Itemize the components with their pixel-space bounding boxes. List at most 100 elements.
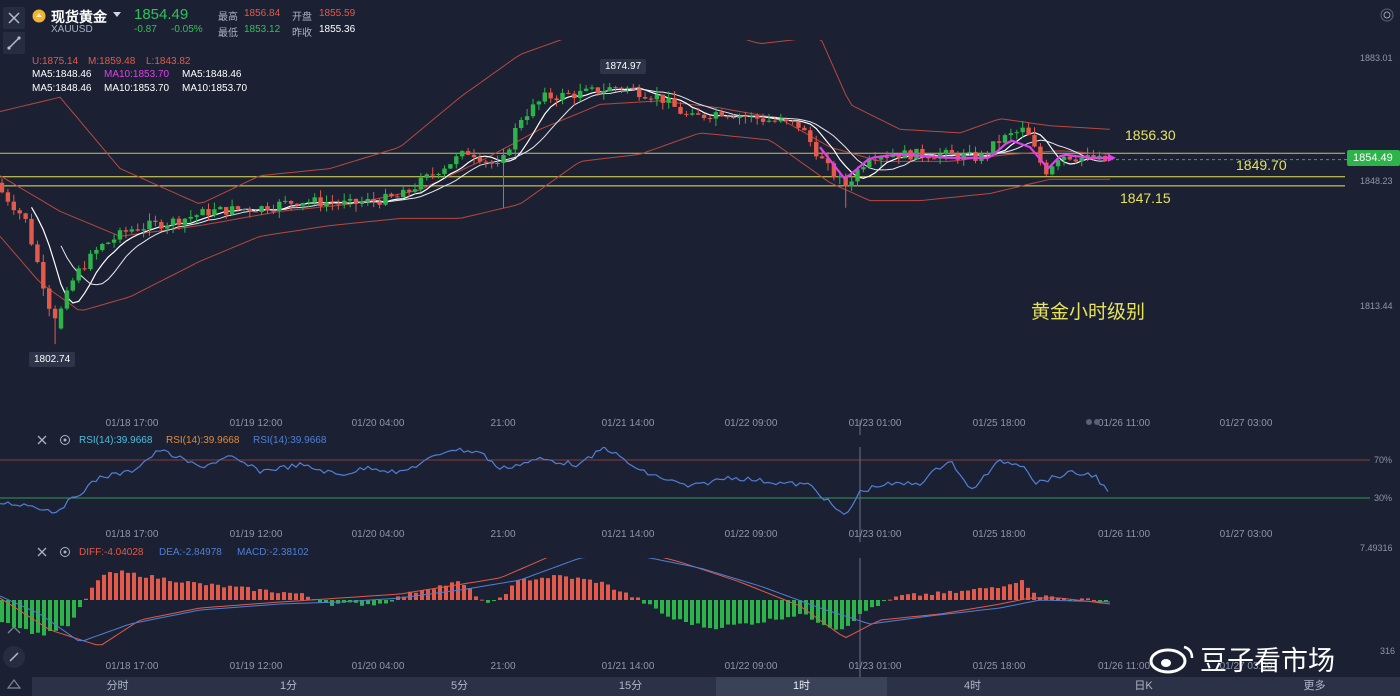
macd-histogram-bar bbox=[78, 600, 82, 608]
settings-icon[interactable] bbox=[1380, 8, 1394, 22]
candle-body bbox=[265, 206, 270, 211]
macd-histogram-bar bbox=[882, 600, 886, 601]
macd-histogram-bar bbox=[654, 600, 658, 609]
candle-body bbox=[294, 203, 300, 206]
macd-histogram-bar bbox=[84, 598, 88, 600]
macd-histogram-bar bbox=[462, 584, 466, 600]
tab-5min[interactable]: 5分 bbox=[450, 680, 469, 692]
macd-histogram-bar bbox=[852, 600, 856, 621]
close-icon[interactable] bbox=[36, 546, 48, 558]
close-icon[interactable] bbox=[36, 434, 48, 446]
open-value: 1855.59 bbox=[319, 8, 356, 19]
tab-15min[interactable]: 15分 bbox=[618, 680, 643, 692]
candle-body bbox=[619, 87, 624, 89]
macd-histogram-bar bbox=[678, 600, 682, 620]
time-axis-label: 01/20 04:00 bbox=[352, 418, 405, 429]
candle-body bbox=[141, 229, 146, 231]
macd-histogram-bar bbox=[666, 600, 670, 617]
macd-histogram-bar bbox=[720, 600, 724, 628]
candle-body bbox=[560, 92, 565, 101]
candle-body bbox=[701, 114, 707, 119]
scroll-dot bbox=[1086, 419, 1092, 425]
chart-annotation-title: 黄金小时级别 bbox=[1031, 302, 1146, 323]
settings-icon[interactable] bbox=[59, 546, 71, 558]
candle-body bbox=[819, 156, 825, 159]
candle-body bbox=[1073, 159, 1078, 162]
symbol-name[interactable]: 现货黄金 bbox=[51, 9, 107, 25]
candle-body bbox=[483, 161, 488, 163]
candle-body bbox=[106, 242, 111, 244]
macd-axis-top: 7.49316 bbox=[1360, 543, 1393, 553]
candle-body bbox=[229, 206, 235, 215]
candle-body bbox=[389, 193, 394, 197]
candle-body bbox=[224, 207, 229, 215]
macd-histogram-bar bbox=[264, 589, 268, 600]
tab-daily[interactable]: 日K bbox=[1134, 680, 1153, 692]
tool-button-lower-2[interactable] bbox=[3, 646, 25, 668]
candle-body bbox=[985, 153, 990, 155]
macd-histogram-bar bbox=[696, 600, 700, 624]
candle-body bbox=[613, 87, 618, 89]
close-chart-button[interactable] bbox=[3, 7, 25, 29]
boll-upper: U:1875.14 bbox=[32, 56, 79, 67]
time-axis-label: 01/18 17:00 bbox=[106, 529, 159, 540]
candle-body bbox=[778, 119, 783, 122]
ma5-label-2: MA5:1848.46 bbox=[32, 83, 92, 94]
candle-body bbox=[784, 119, 789, 121]
macd-histogram-bar bbox=[768, 600, 772, 619]
rsi-label-3: RSI(14):39.9668 bbox=[253, 435, 327, 446]
macd-histogram-bar bbox=[930, 594, 934, 600]
tool-button-lower-3[interactable] bbox=[3, 672, 25, 694]
candle-body bbox=[188, 216, 193, 219]
macd-chart[interactable]: 01/18 17:00 01/19 12:00 01/20 04:00 21:00 01… bbox=[0, 558, 1400, 677]
macd-histogram-bar bbox=[960, 590, 964, 600]
macd-histogram-bar bbox=[528, 580, 532, 600]
draw-tool-button[interactable] bbox=[3, 32, 25, 54]
macd-histogram-bar bbox=[210, 583, 214, 600]
watermark: 豆子看市场 bbox=[1146, 641, 1335, 676]
tab-4hour[interactable]: 4时 bbox=[963, 680, 982, 692]
candle-body bbox=[1008, 133, 1014, 136]
gold-coin-icon bbox=[32, 9, 46, 23]
time-axis-label: 01/23 01:00 bbox=[849, 529, 902, 540]
tab-fenshi[interactable]: 分时 bbox=[106, 680, 129, 692]
macd-histogram-bar bbox=[156, 578, 160, 600]
macd-histogram-bar bbox=[750, 600, 754, 625]
candle-body bbox=[371, 198, 376, 202]
candle-body bbox=[312, 197, 317, 202]
macd-histogram-bar bbox=[516, 580, 520, 600]
macd-histogram-bar bbox=[864, 600, 868, 611]
candle-body bbox=[0, 182, 5, 193]
rsi-label-1: RSI(14):39.9668 bbox=[79, 435, 153, 446]
time-axis-label: 01/19 12:00 bbox=[230, 661, 283, 672]
time-axis-label: 01/21 14:00 bbox=[602, 418, 655, 429]
macd-histogram-bar bbox=[876, 600, 880, 606]
candle-body bbox=[406, 189, 412, 192]
candle-body bbox=[825, 158, 831, 164]
candle-body bbox=[737, 115, 742, 119]
candle-body bbox=[595, 87, 601, 94]
macd-histogram-bar bbox=[816, 600, 820, 623]
main-price-chart[interactable]: 01/18 17:00 01/19 12:00 01/20 04:00 21:00 01… bbox=[0, 40, 1400, 435]
rsi-chart[interactable]: 01/18 17:00 01/19 12:00 01/20 04:00 21:00 01… bbox=[0, 447, 1400, 542]
tab-1hour[interactable]: 1时 bbox=[716, 677, 887, 696]
chevron-down-icon[interactable] bbox=[113, 12, 121, 18]
level-label-1856: 1856.30 bbox=[1125, 127, 1176, 143]
macd-histogram-bar bbox=[780, 600, 784, 620]
macd-histogram-bar bbox=[672, 600, 676, 620]
candle-body bbox=[170, 218, 176, 226]
macd-histogram-bar bbox=[810, 600, 814, 620]
boll-mid: M:1859.48 bbox=[88, 56, 136, 67]
candle-body bbox=[135, 229, 140, 231]
settings-icon[interactable] bbox=[59, 434, 71, 446]
tab-more[interactable]: 更多 bbox=[1303, 680, 1326, 692]
time-axis-label: 01/27 03:00 bbox=[1220, 418, 1273, 429]
candle-body bbox=[808, 130, 813, 142]
candle-body bbox=[696, 113, 701, 115]
macd-histogram-bar bbox=[108, 572, 112, 600]
candle-body bbox=[271, 210, 276, 212]
candle-body bbox=[324, 202, 329, 207]
boll-upper-line bbox=[0, 40, 1111, 204]
tab-1min[interactable]: 1分 bbox=[279, 680, 298, 692]
macd-histogram-bar bbox=[774, 600, 778, 620]
